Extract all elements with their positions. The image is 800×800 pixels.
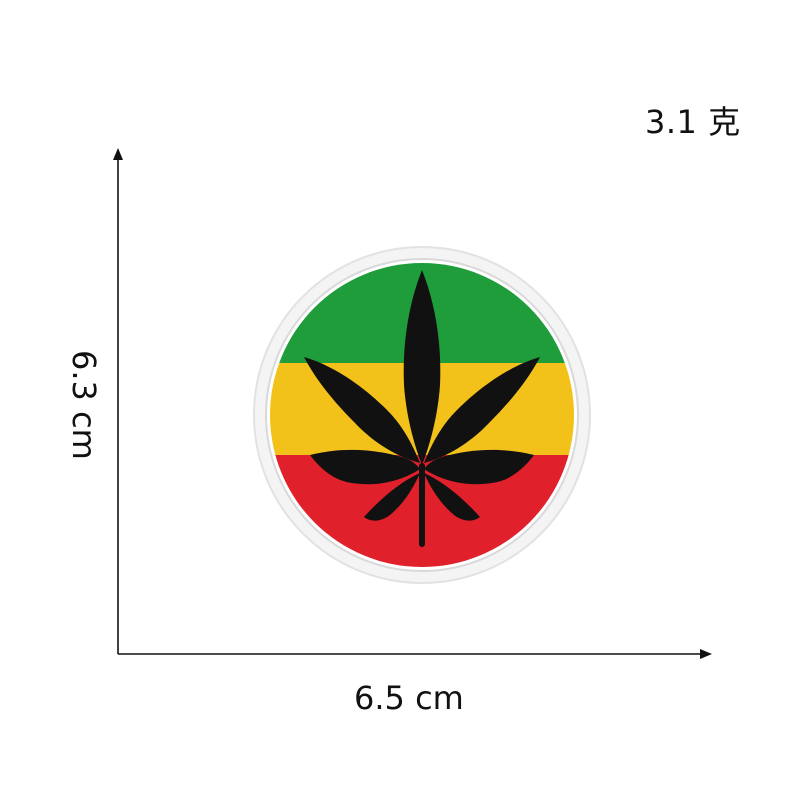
- embroidered-patch: [253, 246, 591, 584]
- width-label: 6.5 cm: [354, 679, 464, 717]
- up-arrow-icon: [113, 148, 123, 160]
- right-arrow-icon: [700, 649, 712, 659]
- cannabis-leaf-icon: [304, 270, 540, 547]
- weight-label: 3.1 克: [645, 103, 741, 141]
- height-label: 6.3 cm: [65, 350, 103, 460]
